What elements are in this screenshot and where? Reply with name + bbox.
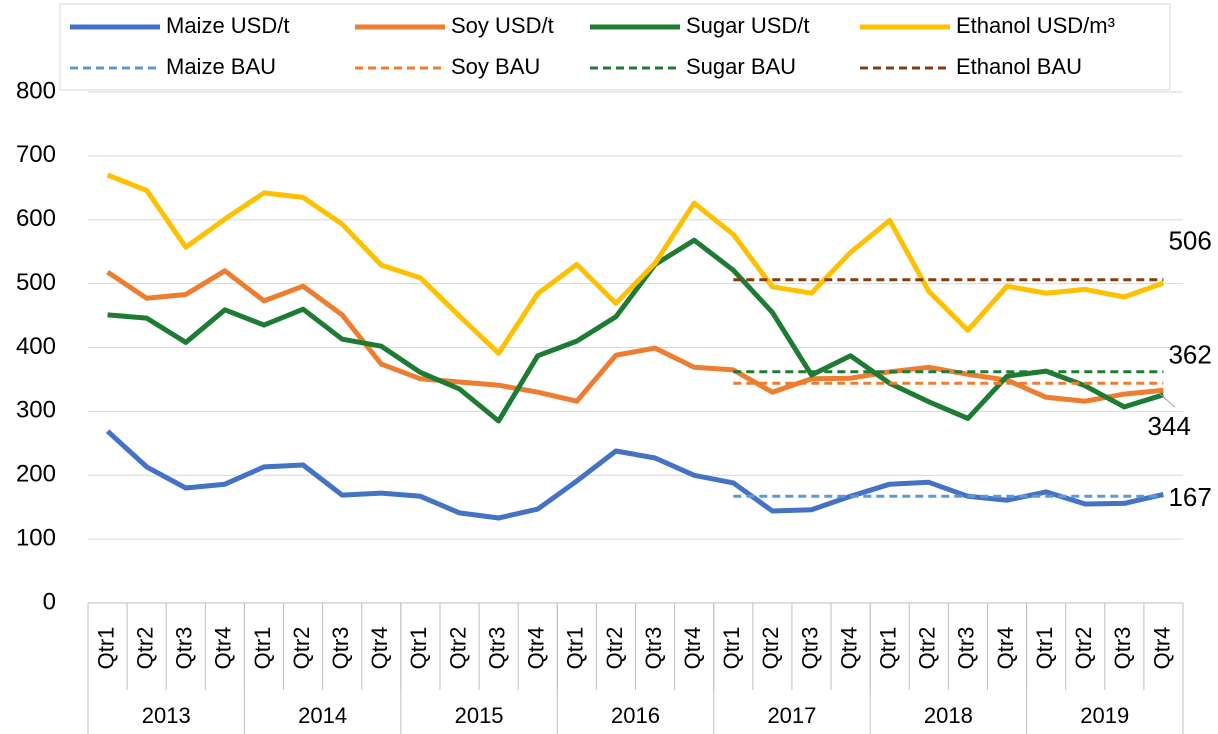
x-tick-label: Qtr1 — [876, 627, 901, 670]
x-tick-label: Qtr2 — [289, 627, 314, 670]
series-line — [106, 268, 1164, 404]
series-line — [107, 237, 1165, 424]
x-tick-label: Qtr2 — [1071, 627, 1096, 670]
y-tick-label: 200 — [16, 461, 56, 488]
x-tick-label: Qtr3 — [484, 627, 509, 670]
x-tick-label: Qtr2 — [758, 627, 783, 670]
legend-label: Ethanol USD/m³ — [956, 13, 1115, 38]
data-label: 506 — [1168, 226, 1211, 256]
legend-label: Maize BAU — [166, 54, 276, 79]
legend-label: Soy BAU — [451, 54, 540, 79]
x-tick-label: Qtr1 — [250, 627, 275, 670]
x-tick-label: Qtr3 — [172, 627, 197, 670]
x-tick-label: Qtr1 — [563, 627, 588, 670]
x-group-label: 2018 — [924, 703, 973, 728]
x-tick-label: Qtr3 — [954, 627, 979, 670]
x-tick-label: Qtr4 — [211, 627, 236, 670]
legend-box — [59, 3, 1171, 91]
data-label: 362 — [1168, 340, 1211, 370]
y-tick-label: 0 — [43, 588, 56, 615]
x-group-label: 2019 — [1080, 703, 1129, 728]
x-tick-label: Qtr4 — [993, 627, 1018, 670]
x-tick-label: Qtr2 — [915, 627, 940, 670]
legend-label: Sugar USD/t — [686, 13, 810, 38]
x-tick-label: Qtr2 — [602, 627, 627, 670]
x-group-label: 2014 — [298, 703, 347, 728]
data-label: 344 — [1147, 411, 1190, 441]
x-tick-label: Qtr4 — [836, 627, 861, 670]
legend-label: Soy USD/t — [451, 13, 554, 38]
series-line — [106, 172, 1165, 356]
x-tick-label: Qtr1 — [406, 627, 431, 670]
y-tick-label: 600 — [16, 205, 56, 232]
x-tick-label: Qtr2 — [132, 627, 157, 670]
x-tick-label: Qtr3 — [797, 627, 822, 670]
y-tick-label: 300 — [16, 397, 56, 424]
y-tick-label: 500 — [16, 269, 56, 296]
data-label: 167 — [1168, 482, 1211, 512]
x-tick-label: Qtr4 — [680, 627, 705, 670]
x-tick-label: Qtr4 — [367, 627, 392, 670]
x-group-label: 2015 — [455, 703, 504, 728]
leader-line — [1156, 390, 1176, 408]
y-tick-label: 800 — [16, 77, 56, 104]
x-tick-label: Qtr3 — [641, 627, 666, 670]
y-tick-label: 700 — [16, 141, 56, 168]
x-tick-label: Qtr1 — [93, 627, 118, 670]
x-tick-label: Qtr1 — [1032, 627, 1057, 670]
x-tick-label: Qtr4 — [1149, 627, 1174, 670]
y-tick-label: 400 — [16, 333, 56, 360]
series-line — [105, 429, 1164, 521]
x-group-label: 2017 — [767, 703, 816, 728]
x-group-label: 2016 — [611, 703, 660, 728]
x-tick-label: Qtr2 — [445, 627, 470, 670]
x-group-label: 2013 — [142, 703, 191, 728]
x-tick-label: Qtr1 — [719, 627, 744, 670]
x-tick-label: Qtr4 — [524, 627, 549, 670]
y-tick-label: 100 — [16, 524, 56, 551]
legend-label: Sugar BAU — [686, 54, 796, 79]
legend-label: Ethanol BAU — [956, 54, 1082, 79]
x-tick-label: Qtr3 — [328, 627, 353, 670]
x-tick-label: Qtr3 — [1110, 627, 1135, 670]
legend-label: Maize USD/t — [166, 13, 289, 38]
